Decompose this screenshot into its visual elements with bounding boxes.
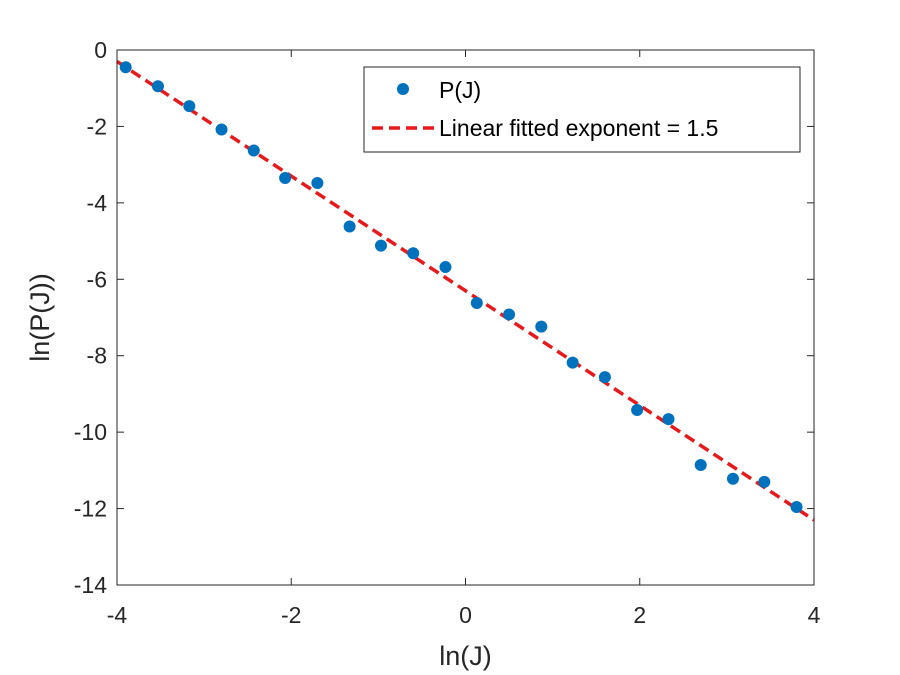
- y-tick-label: -12: [74, 496, 107, 522]
- data-point: [662, 413, 675, 426]
- data-point: [470, 296, 483, 309]
- y-tick-label: 0: [94, 37, 107, 63]
- data-point: [503, 308, 516, 321]
- data-point: [631, 403, 644, 416]
- data-point: [535, 320, 548, 333]
- x-tick-label: 4: [808, 602, 821, 628]
- data-point: [439, 261, 452, 274]
- fit-line-layer: [116, 60, 815, 522]
- data-point: [407, 247, 420, 260]
- y-ticks: 0 -2 -4 -6 -8 -10 -12 -14: [74, 37, 814, 598]
- legend-label-points: P(J): [439, 77, 481, 103]
- data-point: [374, 239, 387, 252]
- data-point: [758, 475, 771, 488]
- y-tick-label: -14: [74, 572, 107, 598]
- data-point: [598, 371, 611, 384]
- data-point: [119, 61, 132, 74]
- scatter-points-layer: [119, 61, 803, 514]
- x-ticks: -4 -2 0 2 4: [107, 50, 821, 628]
- fit-line: [116, 60, 815, 522]
- data-point: [183, 100, 196, 113]
- data-point: [343, 220, 356, 233]
- y-tick-label: -10: [74, 419, 107, 445]
- y-tick-label: -6: [87, 266, 107, 292]
- legend-label-fit-line: Linear fitted exponent = 1.5: [439, 115, 718, 141]
- data-point: [311, 176, 324, 189]
- legend-box: [363, 66, 801, 153]
- y-tick-label: -2: [87, 113, 107, 139]
- y-axis-label: ln(P(J)): [25, 273, 55, 362]
- y-tick-label: -8: [87, 343, 107, 369]
- x-tick-label: 2: [633, 602, 646, 628]
- data-point: [279, 172, 292, 185]
- x-tick-label: 0: [459, 602, 472, 628]
- data-point: [694, 459, 707, 472]
- data-point: [566, 356, 579, 369]
- data-point: [726, 472, 739, 485]
- legend: P(J) Linear fitted exponent = 1.5: [363, 66, 801, 153]
- x-tick-label: -4: [107, 602, 128, 628]
- y-tick-label: -4: [87, 190, 108, 216]
- data-point: [151, 80, 164, 93]
- x-tick-label: -2: [281, 602, 301, 628]
- data-point: [790, 501, 803, 514]
- x-axis-label: ln(J): [439, 641, 492, 671]
- data-point: [215, 123, 228, 136]
- data-point: [247, 144, 260, 157]
- legend-marker-points: [397, 83, 409, 95]
